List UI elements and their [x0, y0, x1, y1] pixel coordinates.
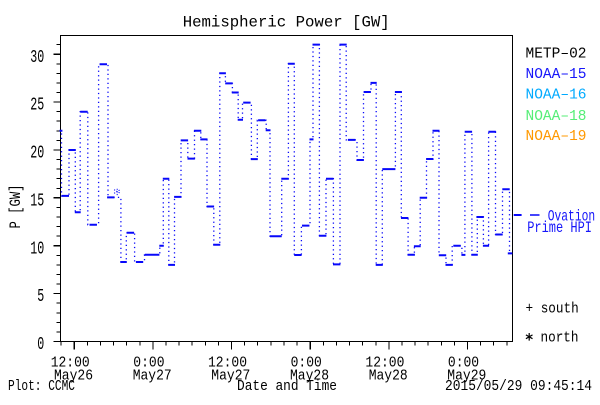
svg-text:May27: May27: [133, 368, 172, 385]
svg-text:Hemispheric Power [GW]: Hemispheric Power [GW]: [183, 14, 390, 32]
svg-text:+ south: + south: [526, 301, 579, 318]
svg-text:METP–02: METP–02: [526, 46, 587, 63]
svg-text:NOAA–18: NOAA–18: [526, 108, 587, 125]
svg-text:NOAA–19: NOAA–19: [526, 128, 587, 145]
svg-text:Plot: CCMC: Plot: CCMC: [8, 378, 75, 395]
svg-text:May28: May28: [290, 368, 329, 385]
svg-text:0:00: 0:00: [448, 355, 479, 372]
svg-text:Prime HPI: Prime HPI: [527, 219, 592, 237]
svg-text:May27: May27: [211, 368, 250, 385]
svg-text:0:00: 0:00: [291, 355, 322, 372]
svg-text:10: 10: [30, 239, 44, 259]
svg-text:May26: May26: [54, 368, 93, 385]
svg-text:Ovation: Ovation: [548, 207, 596, 225]
svg-text:north: north: [541, 329, 579, 346]
svg-text:Date and Time: Date and Time: [237, 378, 337, 395]
svg-text:5: 5: [37, 287, 44, 307]
svg-text:P [GW]: P [GW]: [7, 185, 25, 229]
svg-text:0: 0: [37, 335, 44, 355]
svg-text:NOAA–16: NOAA–16: [526, 87, 587, 104]
svg-text:May29: May29: [447, 368, 486, 385]
svg-text:12:00: 12:00: [208, 355, 247, 372]
svg-text:NOAA–15: NOAA–15: [526, 66, 587, 83]
svg-text:15: 15: [30, 191, 44, 211]
svg-text:20: 20: [30, 144, 44, 164]
svg-text:12:00: 12:00: [51, 355, 90, 372]
svg-text:2015/05/29 09:45:14: 2015/05/29 09:45:14: [445, 378, 592, 395]
svg-text:May28: May28: [369, 368, 408, 385]
svg-text:12:00: 12:00: [365, 355, 404, 372]
svg-text:0:00: 0:00: [133, 355, 164, 372]
svg-text:25: 25: [30, 96, 44, 116]
svg-text:30: 30: [30, 48, 44, 68]
